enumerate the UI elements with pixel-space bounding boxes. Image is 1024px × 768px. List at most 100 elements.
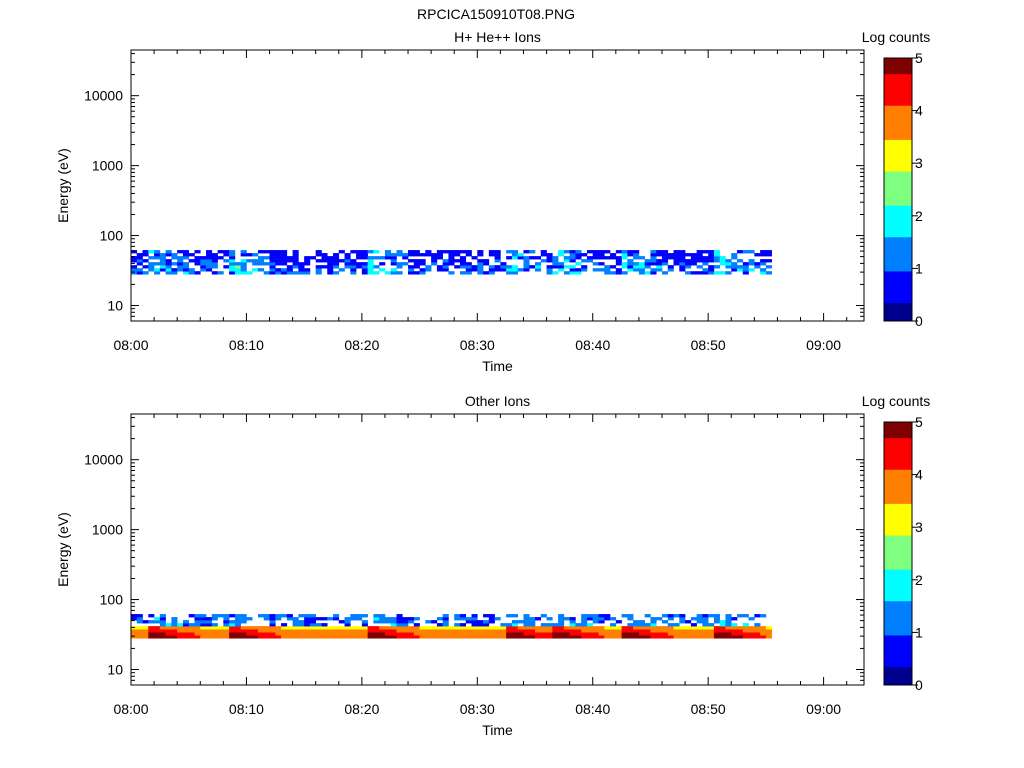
- colorbar-segment: [884, 490, 912, 494]
- heatmap-cell: [552, 623, 559, 627]
- colorbar-segment: [884, 228, 912, 232]
- colorbar-segment: [884, 255, 912, 259]
- heatmap-cell: [690, 262, 697, 266]
- heatmap-cell: [760, 271, 767, 275]
- heatmap-cell: [281, 629, 288, 633]
- colorbar-segment: [884, 226, 912, 230]
- heatmap-cell: [171, 623, 178, 627]
- heatmap-cell: [344, 265, 351, 269]
- heatmap-cell: [719, 635, 726, 639]
- heatmap-cell: [581, 259, 588, 263]
- colorbar-segment: [884, 532, 912, 536]
- colorbar-frame: [883, 57, 913, 322]
- heatmap-cell: [177, 629, 184, 633]
- heatmap-cell: [471, 632, 478, 636]
- heatmap-cell: [206, 629, 213, 633]
- heatmap-cell: [408, 250, 415, 254]
- heatmap-cell: [690, 617, 697, 621]
- heatmap-cell: [696, 626, 703, 630]
- heatmap-cell: [610, 635, 617, 639]
- x-tick-label: 08:20: [344, 701, 379, 717]
- heatmap-cell: [154, 626, 161, 630]
- heatmap-cell: [633, 250, 640, 254]
- heatmap-cell: [454, 265, 461, 269]
- heatmap-cell: [748, 626, 755, 630]
- heatmap-cell: [563, 265, 570, 269]
- heatmap-cell: [240, 635, 247, 639]
- heatmap-cell: [667, 268, 674, 272]
- heatmap-cell: [459, 632, 467, 636]
- colorbar-segment: [884, 155, 912, 159]
- colorbar-segment: [884, 281, 912, 285]
- heatmap-cell: [344, 629, 351, 633]
- heatmap-cell: [586, 623, 594, 627]
- y-tick-label: 10000: [84, 452, 123, 468]
- heatmap-cell: [569, 259, 576, 263]
- heatmap-cell: [413, 632, 420, 636]
- heatmap-cell: [142, 265, 149, 269]
- heatmap-cell: [477, 265, 484, 269]
- heatmap-cell: [719, 623, 726, 627]
- heatmap-cell: [708, 623, 715, 627]
- heatmap-cell: [765, 250, 772, 254]
- colorbar-segment: [884, 71, 912, 75]
- heatmap-cell: [535, 265, 542, 269]
- heatmap-cell: [142, 626, 149, 630]
- heatmap-cell: [223, 614, 230, 618]
- heatmap-cell: [281, 250, 288, 254]
- heatmap-cell: [702, 256, 709, 260]
- heatmap-cell: [667, 617, 674, 621]
- colorbar-segment: [884, 577, 912, 581]
- heatmap-cell: [529, 265, 536, 269]
- heatmap-cell: [338, 626, 345, 630]
- heatmap-cell: [696, 614, 703, 618]
- heatmap-cell: [234, 632, 241, 636]
- colorbar-segment: [884, 516, 912, 520]
- colorbar-segment: [884, 632, 912, 636]
- heatmap-cell: [529, 635, 536, 639]
- colorbar-tick-label: 3: [915, 155, 923, 171]
- heatmap-cell: [742, 268, 749, 272]
- heatmap-cell: [263, 617, 270, 621]
- heatmap-cell: [396, 632, 403, 636]
- heatmap-cell: [621, 614, 628, 618]
- heatmap-cell: [321, 626, 328, 630]
- heatmap-cell: [494, 268, 501, 272]
- heatmap-cell: [679, 620, 686, 624]
- heatmap-cell: [194, 632, 201, 636]
- heatmap-cell: [188, 271, 195, 275]
- heatmap-cell: [402, 617, 409, 621]
- heatmap-cell: [488, 614, 495, 618]
- heatmap-cell: [281, 259, 288, 263]
- heatmap-cell: [713, 271, 721, 275]
- heatmap-cell: [610, 626, 617, 630]
- heatmap-cell: [719, 262, 726, 266]
- colorbar-segment: [884, 663, 912, 667]
- heatmap-cell: [477, 632, 484, 636]
- colorbar-segment: [884, 144, 912, 148]
- heatmap-cell: [633, 265, 640, 269]
- heatmap-cell: [177, 259, 184, 263]
- heatmap-cell: [604, 265, 611, 269]
- heatmap-cell: [650, 617, 657, 621]
- heatmap-cell: [615, 626, 622, 630]
- heatmap-cell: [638, 268, 645, 272]
- heatmap-cell: [558, 626, 565, 630]
- heatmap-cell: [246, 617, 253, 621]
- heatmap-cell: [667, 265, 674, 269]
- heatmap-cell: [327, 626, 334, 630]
- heatmap-cell: [633, 620, 640, 624]
- heatmap-cell: [211, 635, 218, 639]
- colorbar-segment: [884, 603, 912, 607]
- heatmap-cell: [408, 271, 415, 275]
- heatmap-cell: [615, 629, 622, 633]
- heatmap-cell: [408, 253, 415, 257]
- heatmap-cell: [379, 620, 386, 624]
- heatmap-cell: [333, 253, 340, 257]
- colorbar-segment: [884, 152, 912, 156]
- heatmap-cell: [488, 626, 495, 630]
- heatmap-cell: [708, 259, 715, 263]
- heatmap-cell: [384, 250, 392, 254]
- heatmap-cell: [667, 623, 674, 627]
- heatmap-cell: [696, 259, 703, 263]
